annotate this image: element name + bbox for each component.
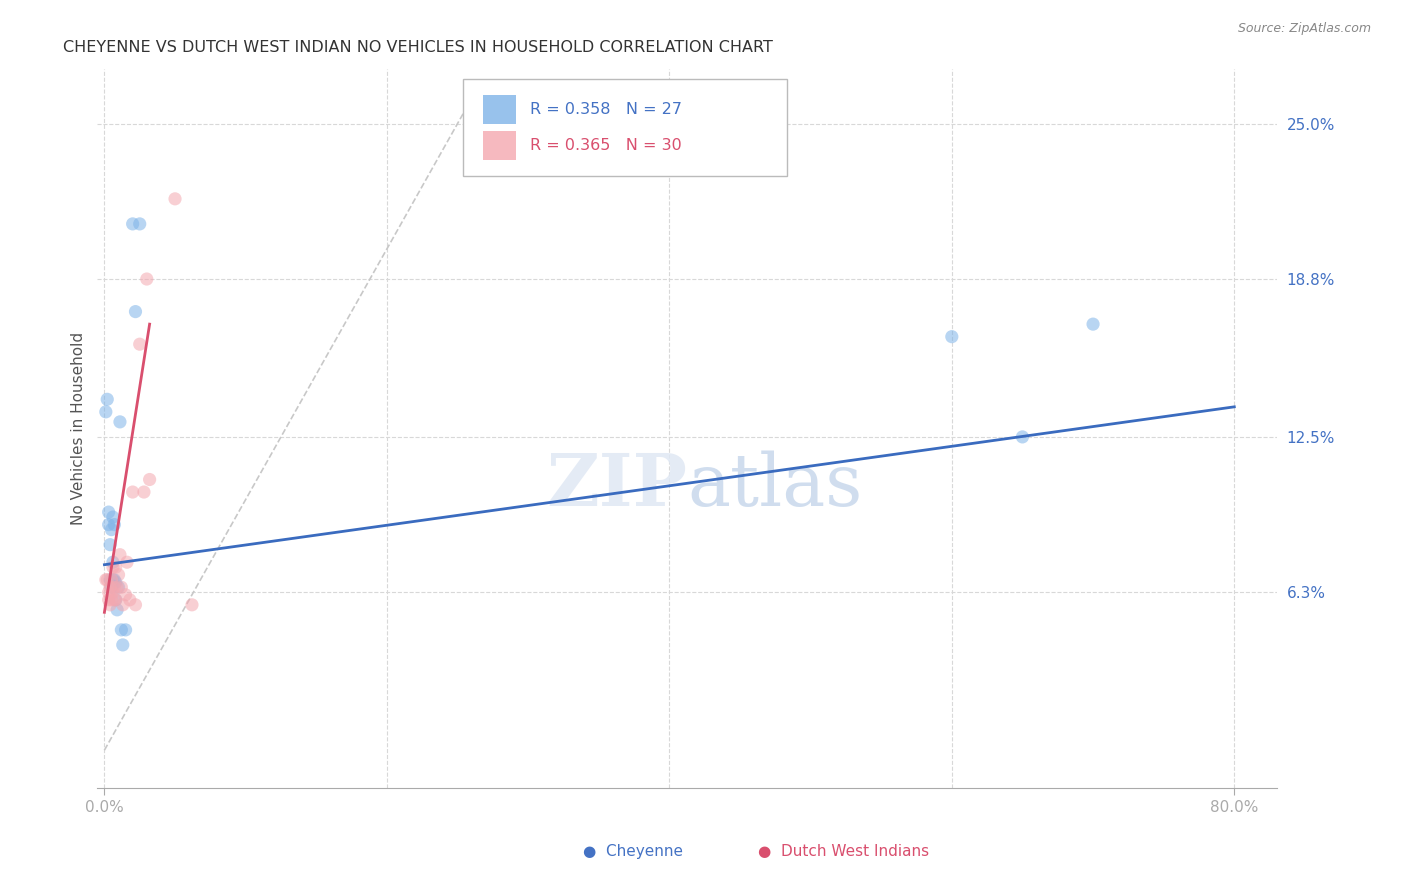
Text: ●  Cheyenne: ● Cheyenne: [582, 845, 683, 859]
FancyBboxPatch shape: [463, 79, 787, 177]
Point: [105, 580, 128, 594]
Point: [108, 548, 131, 562]
Point: [97, 592, 120, 607]
Point: [1081, 317, 1104, 331]
Point: [103, 580, 125, 594]
Point: [101, 585, 124, 599]
Point: [111, 638, 134, 652]
Point: [111, 598, 134, 612]
Point: [100, 523, 122, 537]
Y-axis label: No Vehicles in Household: No Vehicles in Household: [72, 332, 86, 524]
Point: [96, 573, 118, 587]
Point: [103, 573, 125, 587]
Point: [114, 623, 136, 637]
Point: [103, 517, 125, 532]
Point: [115, 555, 138, 569]
Point: [97, 585, 120, 599]
Point: [124, 598, 146, 612]
Point: [114, 588, 136, 602]
Text: CHEYENNE VS DUTCH WEST INDIAN NO VEHICLES IN HOUSEHOLD CORRELATION CHART: CHEYENNE VS DUTCH WEST INDIAN NO VEHICLE…: [63, 40, 773, 55]
Point: [98, 580, 121, 594]
Point: [94, 573, 117, 587]
Point: [121, 217, 143, 231]
Point: [108, 415, 131, 429]
Point: [110, 580, 132, 594]
Point: [138, 473, 160, 487]
Point: [124, 304, 146, 318]
Point: [97, 505, 120, 519]
Text: Source: ZipAtlas.com: Source: ZipAtlas.com: [1237, 22, 1371, 36]
Point: [101, 560, 124, 574]
Point: [103, 592, 125, 607]
Text: ●  Dutch West Indians: ● Dutch West Indians: [758, 845, 929, 859]
Point: [118, 592, 141, 607]
Text: R = 0.358   N = 27: R = 0.358 N = 27: [530, 102, 682, 117]
Point: [98, 598, 121, 612]
Point: [104, 592, 127, 607]
Point: [121, 485, 143, 500]
Point: [98, 538, 121, 552]
Text: atlas: atlas: [688, 450, 862, 521]
Point: [97, 517, 120, 532]
Point: [98, 573, 121, 587]
Point: [135, 272, 157, 286]
Point: [1011, 430, 1033, 444]
Point: [100, 573, 122, 587]
Point: [128, 337, 150, 351]
Point: [132, 485, 155, 500]
Point: [941, 329, 963, 343]
Point: [101, 555, 124, 569]
Bar: [484, 95, 516, 124]
Point: [110, 623, 132, 637]
Point: [100, 592, 122, 607]
Point: [101, 510, 124, 524]
Text: R = 0.365   N = 30: R = 0.365 N = 30: [530, 138, 682, 153]
Point: [96, 392, 118, 407]
Point: [105, 603, 128, 617]
Point: [104, 592, 127, 607]
Point: [104, 560, 127, 574]
Point: [104, 575, 127, 590]
Point: [100, 580, 122, 594]
Point: [163, 192, 186, 206]
Point: [107, 567, 129, 582]
Text: ZIP: ZIP: [546, 450, 688, 521]
Point: [107, 580, 129, 594]
Point: [128, 217, 150, 231]
Point: [181, 598, 204, 612]
Point: [94, 405, 117, 419]
Bar: [484, 131, 516, 160]
Point: [101, 573, 124, 587]
